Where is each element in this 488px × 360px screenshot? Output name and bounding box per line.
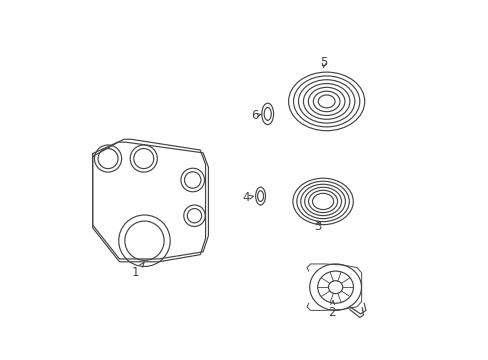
Text: 5: 5 bbox=[320, 55, 327, 69]
Text: 6: 6 bbox=[250, 109, 261, 122]
Text: 3: 3 bbox=[313, 220, 321, 233]
Text: 2: 2 bbox=[327, 300, 335, 319]
Text: 4: 4 bbox=[242, 192, 253, 204]
Text: 1: 1 bbox=[132, 263, 143, 279]
